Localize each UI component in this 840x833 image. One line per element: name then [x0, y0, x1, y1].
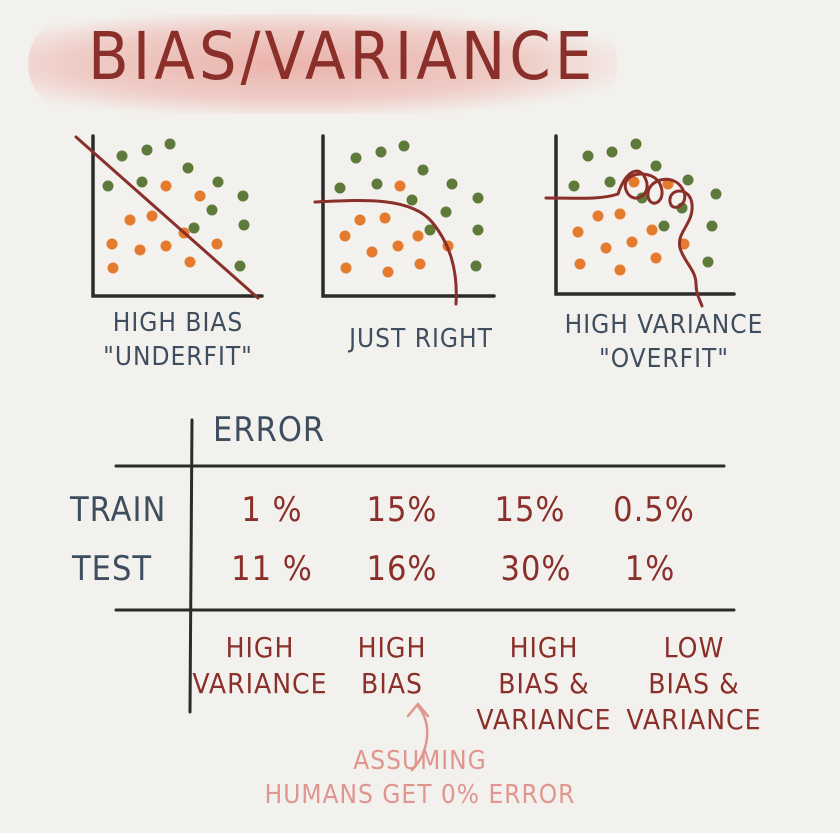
caption-line: JUST RIGHT: [349, 324, 493, 354]
diagnosis-line: LOW: [663, 631, 725, 664]
diagnosis-line: VARIANCE: [192, 667, 328, 700]
diagnosis-line: BIAS &: [498, 667, 590, 700]
note-arrow: [406, 702, 430, 772]
green-dots: [102, 138, 250, 272]
page-title: BIAS/VARIANCE: [88, 18, 597, 95]
train-error-cell: 1 %: [241, 490, 303, 530]
diagnosis-line: HIGH: [509, 631, 579, 664]
test-error-cell: 30%: [500, 549, 572, 589]
test-error-cell: 1%: [624, 549, 676, 589]
diagnosis-line: HIGH: [357, 631, 427, 664]
caption-line: HIGH VARIANCE: [564, 310, 764, 340]
plot-axes: [321, 134, 496, 298]
plot-high-bias: [74, 134, 264, 300]
fit-curve: [313, 199, 458, 306]
diagnosis-line: BIAS &: [648, 667, 740, 700]
assumption-note: ASSUMING HUMANS GET 0% ERROR: [240, 744, 600, 812]
caption-line: HIGH BIAS: [112, 308, 244, 338]
row-label-train: TRAIN: [70, 490, 167, 530]
train-error-cell: 0.5%: [613, 490, 695, 530]
note-line: ASSUMING: [353, 746, 487, 776]
test-error-cell: 16%: [366, 549, 438, 589]
caption-just-right: JUST RIGHT: [316, 322, 526, 356]
plot-axes: [91, 134, 264, 298]
title-highlight: [28, 14, 618, 114]
train-error-cell: 15%: [494, 490, 566, 530]
diagnosis-line: BIAS: [361, 667, 423, 700]
green-dots: [568, 138, 722, 268]
green-dots: [334, 140, 484, 272]
orange-dots: [106, 180, 223, 274]
diagnosis-line: HIGH: [225, 631, 295, 664]
note-line: HUMANS GET 0% ERROR: [264, 780, 576, 810]
caption-high-bias: HIGH BIAS "UNDERFIT": [78, 306, 278, 374]
diagnosis-high-bias: HIGH BIAS: [322, 630, 462, 702]
orange-dots: [572, 176, 690, 276]
table-header-error: ERROR: [213, 410, 326, 450]
diagnosis-line: VARIANCE: [476, 703, 612, 736]
train-error-cell: 15%: [366, 490, 438, 530]
plot-axes: [554, 134, 736, 296]
table-grid: [114, 418, 736, 714]
caption-high-variance: HIGH VARIANCE "OVERFIT": [548, 308, 780, 376]
row-label-test: TEST: [72, 549, 153, 589]
diagnosis-high-variance: HIGH VARIANCE: [190, 630, 330, 702]
caption-line: "OVERFIT": [598, 344, 730, 374]
fit-line-straight: [74, 135, 260, 300]
caption-line: "UNDERFIT": [103, 342, 253, 372]
test-error-cell: 11 %: [231, 549, 313, 589]
plot-high-variance: [544, 134, 736, 308]
fit-curve-wiggly: [544, 169, 704, 308]
diagnosis-high-bias-variance: HIGH BIAS & VARIANCE: [474, 630, 614, 738]
plot-just-right: [313, 134, 496, 306]
diagnosis-low-bias-variance: LOW BIAS & VARIANCE: [624, 630, 764, 738]
diagnosis-line: VARIANCE: [626, 703, 762, 736]
